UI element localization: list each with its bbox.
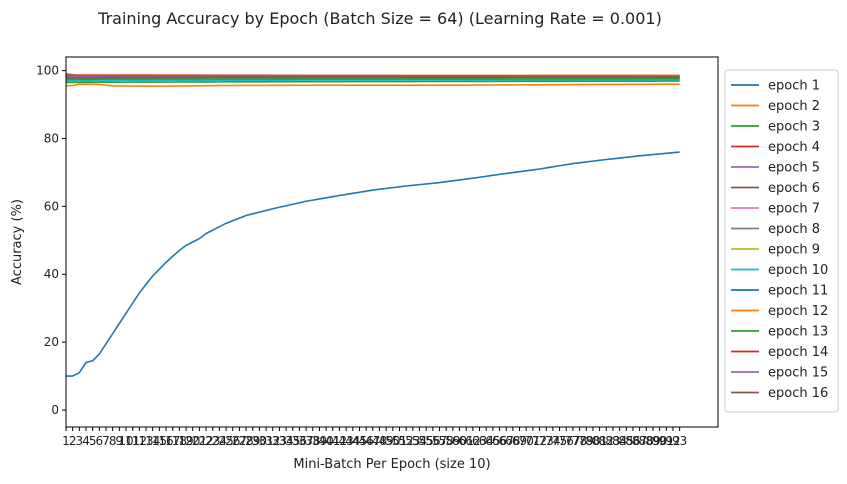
series-line-epoch-10 [66, 80, 680, 81]
legend-entry-label: epoch 10 [768, 263, 828, 278]
y-tick-label: 40 [44, 267, 59, 281]
plot-frame [66, 57, 718, 427]
y-axis: 0 20 40 60 80 100 [36, 64, 66, 417]
series-line-epoch-16 [66, 77, 680, 78]
legend-entry-label: epoch 3 [768, 120, 820, 135]
series-line-epoch-2 [66, 84, 680, 86]
legend-entry-label: epoch 2 [768, 99, 820, 114]
legend-entry-label: epoch 6 [768, 181, 820, 196]
x-axis-label: Mini-Batch Per Epoch (size 10) [293, 457, 490, 472]
legend-entry-label: epoch 8 [768, 222, 820, 237]
legend-entry-label: epoch 7 [768, 202, 820, 217]
legend-entry-label: epoch 11 [768, 284, 828, 299]
legend-entry-label: epoch 15 [768, 366, 828, 381]
legend: epoch 1 epoch 2 epoch 3 epoch 4 epoch 5 epoch… [725, 70, 838, 412]
legend-entry-label: epoch 16 [768, 386, 828, 401]
x-tick-label: 93 [672, 434, 687, 448]
series-line-epoch-1 [66, 152, 680, 376]
series-line-epoch-13 [66, 79, 680, 80]
series-line-epoch-3 [66, 81, 680, 82]
legend-entry-label: epoch 4 [768, 140, 820, 155]
series-group [66, 74, 680, 376]
y-tick-label: 0 [51, 403, 59, 417]
y-tick-label: 20 [44, 335, 59, 349]
y-tick-label: 100 [36, 64, 59, 78]
legend-entry-label: epoch 9 [768, 243, 820, 258]
y-tick-label: 60 [44, 199, 59, 213]
legend-entry-label: epoch 1 [768, 79, 820, 94]
y-tick-label: 80 [44, 131, 59, 145]
legend-entry-label: epoch 14 [768, 345, 828, 360]
legend-entry-label: epoch 12 [768, 304, 828, 319]
legend-entry-label: epoch 13 [768, 325, 828, 340]
chart-title: Training Accuracy by Epoch (Batch Size =… [97, 9, 662, 28]
y-axis-label: Accuracy (%) [10, 199, 25, 285]
legend-entry-label: epoch 5 [768, 161, 820, 176]
